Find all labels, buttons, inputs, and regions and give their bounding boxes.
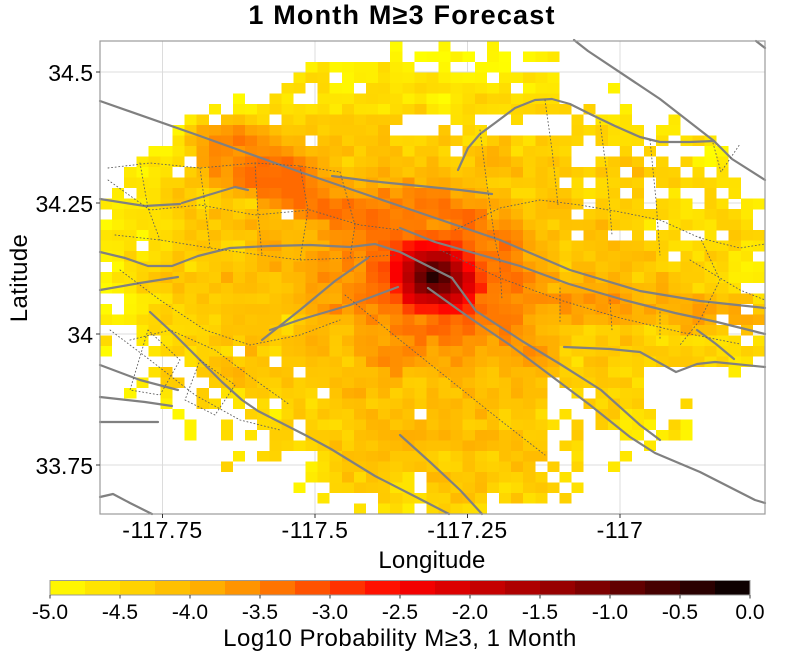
svg-text:Latitude: Latitude: [6, 234, 33, 323]
svg-text:-117.75: -117.75: [122, 517, 203, 543]
svg-text:Longitude: Longitude: [378, 547, 485, 574]
svg-text:-4.0: -4.0: [172, 601, 208, 624]
svg-text:-5.0: -5.0: [32, 601, 68, 624]
svg-text:-117: -117: [597, 517, 644, 543]
svg-text:34: 34: [67, 322, 93, 348]
svg-text:-4.5: -4.5: [102, 601, 138, 624]
svg-text:Log10 Probability M≥3, 1 Month: Log10 Probability M≥3, 1 Month: [223, 625, 577, 652]
svg-text:-3.0: -3.0: [312, 601, 348, 624]
svg-text:0.0: 0.0: [735, 601, 764, 624]
svg-text:-2.5: -2.5: [382, 601, 418, 624]
svg-text:34.5: 34.5: [48, 60, 93, 86]
svg-text:-0.5: -0.5: [662, 601, 698, 624]
svg-text:-117.5: -117.5: [281, 517, 348, 543]
svg-text:-1.5: -1.5: [522, 601, 558, 624]
svg-text:-117.25: -117.25: [427, 517, 508, 543]
svg-text:33.75: 33.75: [35, 453, 93, 479]
svg-text:-3.5: -3.5: [242, 601, 278, 624]
svg-text:-1.0: -1.0: [592, 601, 628, 624]
svg-text:1 Month M≥3 Forecast: 1 Month M≥3 Forecast: [248, 0, 555, 30]
svg-text:34.25: 34.25: [35, 191, 93, 217]
svg-text:-2.0: -2.0: [452, 601, 488, 624]
